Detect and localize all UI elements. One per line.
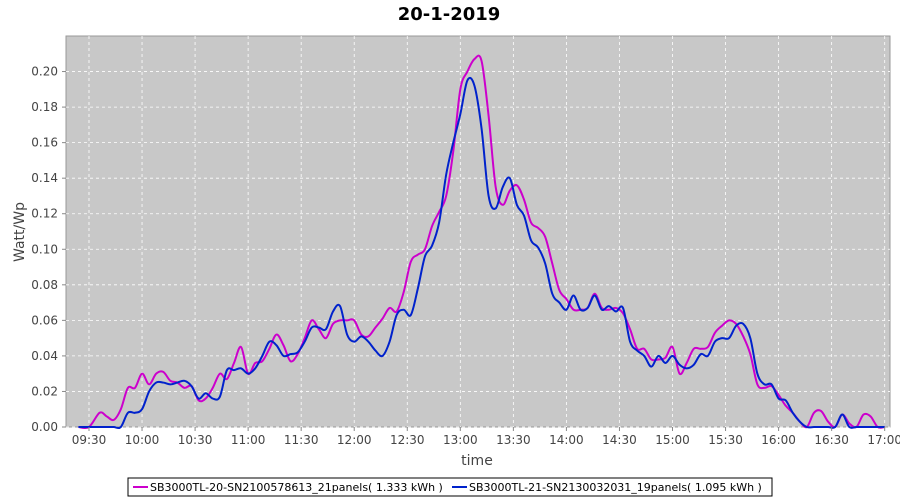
y-tick-label: 0.08	[31, 278, 58, 292]
legend: SB3000TL-20-SN2100578613_21panels( 1.333…	[127, 477, 773, 497]
y-tick-label: 0.20	[31, 65, 58, 79]
x-tick-label: 16:30	[814, 433, 849, 447]
x-tick-label: 12:30	[390, 433, 425, 447]
x-axis-label: time	[461, 453, 493, 469]
y-tick-label: 0.02	[31, 384, 58, 398]
series-lines	[78, 54, 885, 430]
y-tick-label: 0.06	[31, 313, 58, 327]
x-tick-label: 15:00	[655, 433, 690, 447]
grid	[66, 36, 890, 428]
x-tick-label: 14:30	[602, 433, 637, 447]
x-tick-label: 11:30	[284, 433, 319, 447]
series-line-2	[78, 76, 885, 430]
legend-label-series-2: SB3000TL-21-SN2130032031_19panels( 1.095…	[469, 481, 762, 494]
y-tick-label: 0.16	[31, 136, 58, 150]
x-tick-label: 09:30	[72, 433, 107, 447]
series-line-1	[78, 54, 885, 430]
y-tick-label: 0.12	[31, 207, 58, 221]
plot-area	[65, 35, 891, 428]
x-tick-label: 13:30	[496, 433, 531, 447]
y-tick-label: 0.10	[31, 242, 58, 256]
x-tick-label: 16:00	[761, 433, 796, 447]
x-tick-label: 15:30	[708, 433, 743, 447]
x-tick-label: 12:00	[337, 433, 372, 447]
x-tick-label: 10:00	[125, 433, 160, 447]
x-axis-ticks: 09:30 10:00 10:30 11:00 11:30 12:00 12:30 13:00…	[72, 427, 900, 447]
x-tick-label: 14:00	[549, 433, 584, 447]
y-axis-label: Watt/Wp	[12, 202, 28, 262]
y-tick-label: 0.00	[31, 420, 58, 434]
y-tick-label: 0.18	[31, 100, 58, 114]
legend-label-series-1: SB3000TL-20-SN2100578613_21panels( 1.333…	[150, 481, 443, 494]
y-tick-label: 0.04	[31, 349, 58, 363]
y-tick-label: 0.14	[31, 171, 58, 185]
legend-box	[127, 477, 773, 497]
x-tick-label: 13:00	[443, 433, 478, 447]
x-tick-label: 10:30	[178, 433, 213, 447]
chart-title: 20-1-2019	[398, 4, 501, 25]
y-axis-ticks: 0.00 0.02 0.04 0.06 0.08 0.10 0.12 0.14 0.16 0.18…	[31, 65, 66, 434]
x-tick-label: 17:00	[867, 433, 900, 447]
x-tick-label: 11:00	[231, 433, 266, 447]
